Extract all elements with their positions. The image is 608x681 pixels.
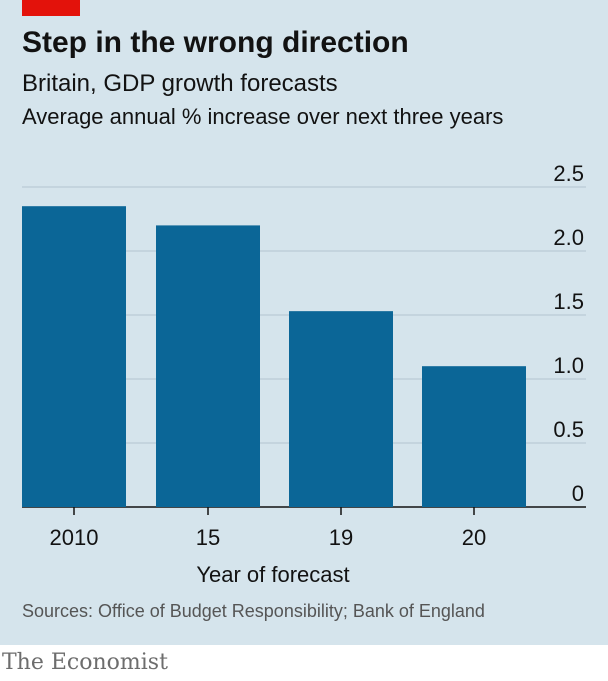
- bar-chart: 0 0.5 1.0 1.5 2.0 2.5 2010 15 19 20 Year of fore…: [22, 161, 586, 587]
- bar-19: [289, 311, 393, 507]
- y-tick-label: 1.0: [553, 353, 584, 378]
- bars: [22, 206, 526, 507]
- x-tick-labels: 2010 15 19 20: [50, 507, 486, 550]
- y-tick-label: 2.0: [553, 225, 584, 250]
- x-tick-label: 19: [329, 525, 353, 550]
- chart-subtitle: Britain, GDP growth forecasts: [22, 70, 338, 97]
- bar-2010: [22, 206, 126, 507]
- bar-15: [156, 225, 260, 507]
- x-tick-label: 20: [462, 525, 486, 550]
- y-tick-label: 1.5: [553, 289, 584, 314]
- chart-title: Step in the wrong direction: [22, 26, 409, 59]
- x-tick-label: 2010: [50, 525, 99, 550]
- brand-red-tag: [22, 0, 80, 16]
- chart-panel: Step in the wrong direction Britain, GDP…: [0, 0, 608, 645]
- chart-unit-description: Average annual % increase over next thre…: [22, 104, 504, 129]
- x-tick-label: 15: [196, 525, 220, 550]
- x-axis-title: Year of forecast: [196, 562, 349, 587]
- y-tick-labels: 0 0.5 1.0 1.5 2.0 2.5: [553, 161, 584, 506]
- y-tick-label: 0.5: [553, 417, 584, 442]
- bar-20: [422, 366, 526, 507]
- source-note: Sources: Office of Budget Responsibility…: [22, 601, 485, 621]
- y-tick-label: 0: [572, 481, 584, 506]
- y-tick-label: 2.5: [553, 161, 584, 186]
- publisher-logo: The Economist: [2, 650, 168, 675]
